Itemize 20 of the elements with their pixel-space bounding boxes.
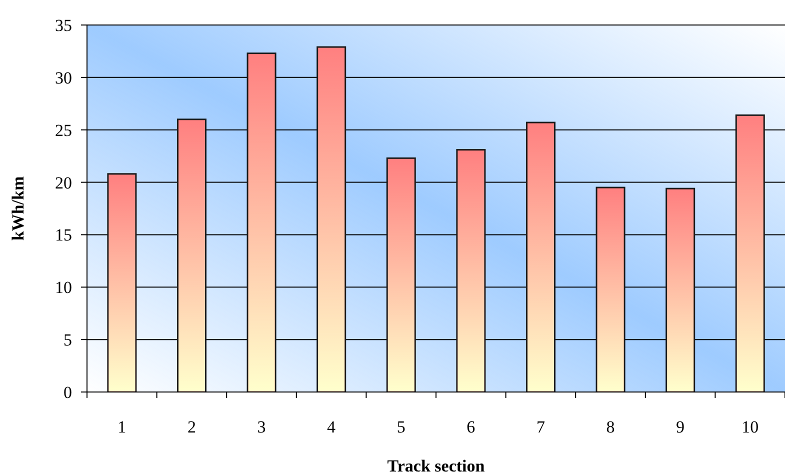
x-tick-label: 1 [118,418,126,436]
y-tick-label: 20 [55,173,72,192]
y-tick-label: 0 [64,383,72,402]
y-tick-label: 15 [55,226,72,245]
x-tick-label: 8 [606,418,615,436]
y-tick-label: 25 [55,120,72,140]
x-axis-title: Track section [387,456,486,476]
x-tick-label: 7 [536,418,546,436]
x-tick-label: 5 [396,418,406,436]
x-tick-label: 9 [676,418,685,436]
x-tick-label: 4 [327,418,336,436]
y-tick-label: 10 [55,278,72,298]
y-tick-label: 5 [64,330,72,350]
y-axis-title: kWh/km [8,176,28,241]
y-tick-label: 35 [55,16,72,36]
x-tick-label: 2 [187,418,196,436]
x-tick-label: 10 [742,418,759,436]
x-tick-label: 3 [257,418,266,436]
y-tick-label: 30 [55,68,72,88]
x-tick-label: 6 [466,418,476,436]
